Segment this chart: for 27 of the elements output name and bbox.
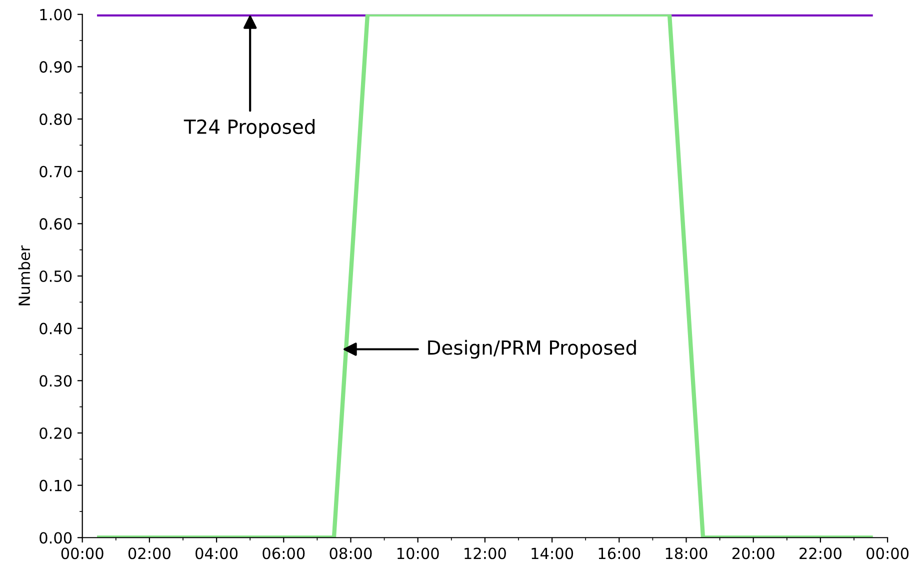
x-tick-label: 18:00 <box>666 548 708 560</box>
x-tick-label: 00:00 <box>866 548 909 560</box>
annotation: T24 Proposed <box>184 119 314 138</box>
x-tick-label: 04:00 <box>196 548 238 560</box>
y-tick-label: 0.10 <box>40 480 72 492</box>
x-tick-label: 08:00 <box>330 548 372 560</box>
y-tick-label: 0.20 <box>40 427 72 439</box>
y-tick-label: 0.90 <box>40 61 72 73</box>
y-tick-label: 0.50 <box>40 270 72 282</box>
y-tick-label: 0.70 <box>40 166 72 178</box>
annotation: Design/PRM Proposed <box>428 340 636 359</box>
y-tick-label: 0.30 <box>40 375 72 387</box>
x-tick-label: 16:00 <box>598 548 640 560</box>
x-tick-label: 00:00 <box>61 548 104 560</box>
x-tick-label: 02:00 <box>128 548 170 560</box>
x-tick-label: 14:00 <box>532 548 574 560</box>
x-tick-label: 22:00 <box>800 548 842 560</box>
y-axis-title: Number <box>18 245 30 306</box>
y-tick-label: 0.40 <box>40 322 72 334</box>
y-tick-label: 0.00 <box>40 532 72 544</box>
y-tick-label: 1.00 <box>40 8 72 20</box>
y-tick-label: 0.60 <box>40 218 72 230</box>
x-tick-label: 20:00 <box>732 548 774 560</box>
y-tick-label: 0.80 <box>40 113 72 126</box>
x-tick-label: 12:00 <box>464 548 506 560</box>
x-tick-label: 10:00 <box>398 548 439 560</box>
x-tick-label: 06:00 <box>262 548 305 560</box>
